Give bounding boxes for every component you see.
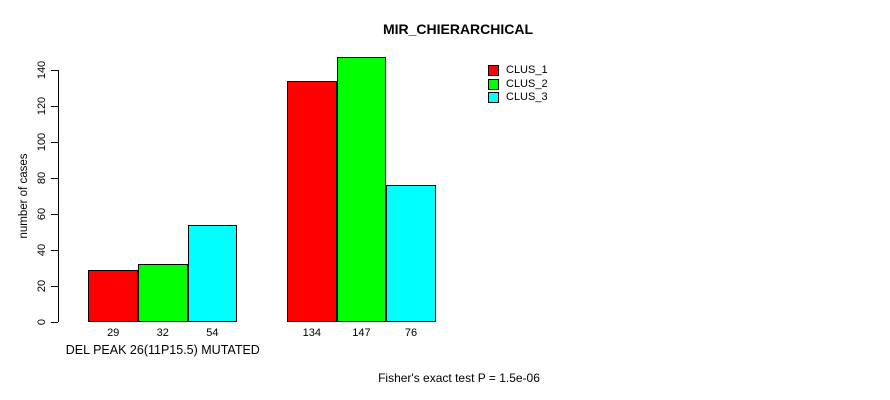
y-axis-tick-label: 120 bbox=[36, 96, 48, 116]
legend-swatch-icon bbox=[488, 65, 499, 76]
legend-label: CLUS_1 bbox=[506, 64, 548, 76]
y-axis-tick bbox=[51, 249, 58, 251]
bar-clus_1 bbox=[287, 80, 337, 322]
y-axis-tick-label: 40 bbox=[36, 243, 48, 257]
y-axis-tick bbox=[51, 213, 58, 215]
bar-value-label: 29 bbox=[107, 327, 120, 339]
legend-swatch-icon bbox=[488, 92, 499, 103]
bar-value-label: 54 bbox=[206, 327, 219, 339]
bar-value-label: 76 bbox=[404, 327, 418, 339]
y-axis-tick bbox=[51, 141, 58, 143]
y-axis-tick bbox=[51, 285, 58, 287]
chart-title: MIR_CHIERARCHICAL bbox=[382, 21, 534, 37]
y-axis-tick bbox=[51, 105, 58, 107]
legend-label: CLUS_3 bbox=[506, 91, 548, 103]
y-axis-tick-label: 60 bbox=[36, 207, 48, 221]
y-axis-tick-label: 0 bbox=[36, 318, 48, 326]
bar-clus_2 bbox=[336, 57, 387, 322]
legend-swatch-icon bbox=[488, 78, 499, 90]
bar-clus_2 bbox=[138, 264, 188, 322]
y-axis-tick-label: 140 bbox=[36, 60, 48, 80]
y-axis-tick bbox=[51, 69, 58, 71]
bar-clus_3 bbox=[386, 185, 436, 322]
bar-clus_1 bbox=[88, 269, 138, 322]
bar-value-label: 134 bbox=[302, 327, 321, 339]
y-axis-tick-label: 20 bbox=[36, 279, 48, 293]
x-axis-group-label: DEL PEAK 26(11P15.5) MUTATED bbox=[65, 343, 260, 357]
y-axis-tick bbox=[51, 321, 58, 323]
y-axis-tick-label: 100 bbox=[36, 132, 48, 152]
y-axis-line bbox=[58, 70, 59, 322]
legend-label: CLUS_2 bbox=[506, 77, 548, 90]
y-axis-tick-label: 80 bbox=[36, 171, 48, 185]
y-axis-tick bbox=[51, 177, 58, 179]
bar-value-label: 32 bbox=[156, 327, 169, 339]
fisher-test-annotation: Fisher's exact test P = 1.5e-06 bbox=[378, 371, 540, 385]
bar-value-label: 147 bbox=[352, 327, 371, 339]
bar-clus_3 bbox=[187, 224, 238, 322]
y-axis-title: number of cases bbox=[18, 153, 30, 239]
